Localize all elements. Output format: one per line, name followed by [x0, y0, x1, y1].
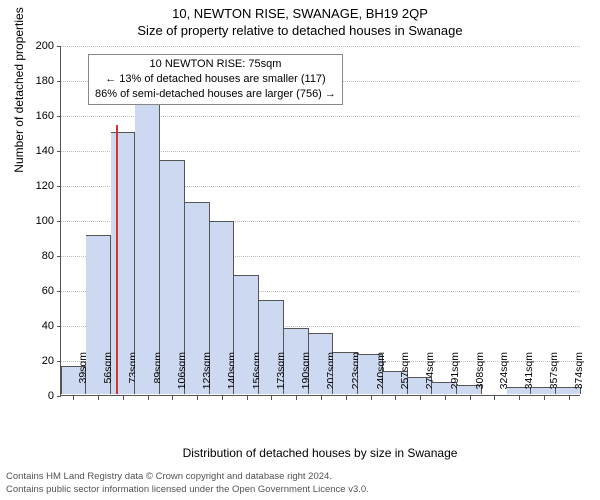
x-tick-mark [271, 396, 272, 400]
footer-line: Contains HM Land Registry data © Crown c… [6, 471, 369, 483]
annotation-box: 10 NEWTON RISE: 75sqm ← 13% of detached … [88, 54, 343, 105]
property-marker-line [116, 125, 118, 395]
y-tick-mark [57, 221, 61, 222]
x-tick-mark [98, 396, 99, 400]
x-tick-mark [519, 396, 520, 400]
page-subtitle: Size of property relative to detached ho… [0, 21, 600, 40]
x-axis-label: Distribution of detached houses by size … [60, 446, 580, 460]
x-tick-mark [73, 396, 74, 400]
x-tick-mark [494, 396, 495, 400]
grid-line [61, 46, 580, 47]
annotation-line: 10 NEWTON RISE: 75sqm [95, 57, 336, 72]
y-tick-label: 160 [24, 110, 54, 122]
x-tick-mark [569, 396, 570, 400]
y-tick-mark [57, 361, 61, 362]
footer-line: Contains public sector information licen… [6, 484, 369, 496]
x-tick-mark [470, 396, 471, 400]
y-tick-label: 60 [24, 285, 54, 297]
histogram-bar [135, 104, 160, 394]
x-tick-mark [123, 396, 124, 400]
y-tick-label: 140 [24, 145, 54, 157]
y-tick-label: 40 [24, 320, 54, 332]
x-tick-mark [197, 396, 198, 400]
y-tick-label: 120 [24, 180, 54, 192]
x-tick-mark [395, 396, 396, 400]
page-title: 10, NEWTON RISE, SWANAGE, BH19 2QP [0, 0, 600, 21]
x-tick-mark [420, 396, 421, 400]
x-tick-mark [247, 396, 248, 400]
x-tick-label: 374sqm [573, 352, 585, 400]
x-tick-mark [321, 396, 322, 400]
x-tick-mark [222, 396, 223, 400]
x-tick-mark [148, 396, 149, 400]
x-tick-mark [371, 396, 372, 400]
x-tick-mark [172, 396, 173, 400]
x-tick-mark [445, 396, 446, 400]
y-tick-mark [57, 326, 61, 327]
y-tick-mark [57, 256, 61, 257]
y-tick-mark [57, 186, 61, 187]
annotation-line: 86% of semi-detached houses are larger (… [95, 87, 336, 102]
y-tick-label: 80 [24, 250, 54, 262]
y-tick-mark [57, 151, 61, 152]
y-tick-label: 100 [24, 215, 54, 227]
x-tick-mark [346, 396, 347, 400]
y-tick-label: 200 [24, 40, 54, 52]
footer-attribution: Contains HM Land Registry data © Crown c… [6, 471, 369, 496]
y-tick-mark [57, 81, 61, 82]
annotation-line: ← 13% of detached houses are smaller (11… [95, 72, 336, 87]
x-tick-mark [544, 396, 545, 400]
x-tick-label: 308sqm [474, 352, 486, 400]
y-tick-mark [57, 116, 61, 117]
y-tick-mark [57, 291, 61, 292]
y-tick-label: 0 [24, 390, 54, 402]
histogram-chart: 02040608010012014016018020039sqm56sqm73s… [60, 46, 580, 396]
x-tick-mark [296, 396, 297, 400]
y-tick-mark [57, 396, 61, 397]
y-tick-label: 20 [24, 355, 54, 367]
y-tick-mark [57, 46, 61, 47]
y-tick-label: 180 [24, 75, 54, 87]
